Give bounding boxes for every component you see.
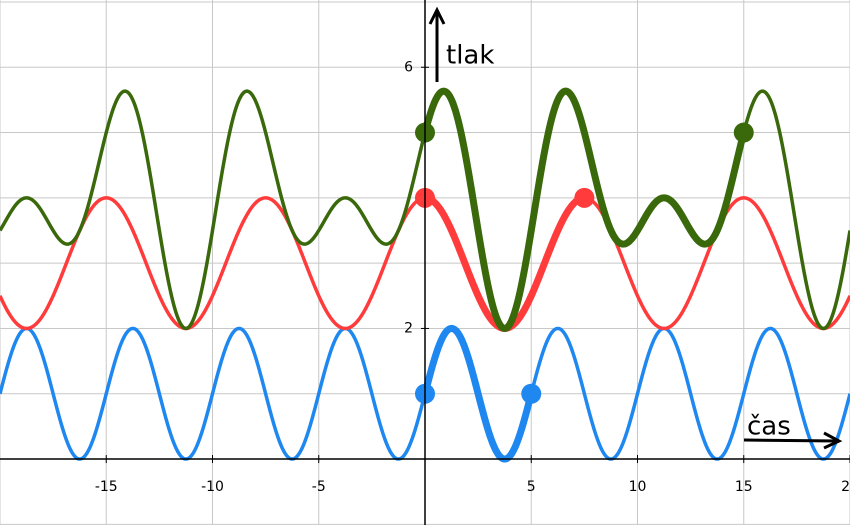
point bbox=[574, 187, 595, 208]
x-axis-label: čas bbox=[747, 412, 791, 442]
point bbox=[733, 122, 754, 143]
point bbox=[521, 383, 542, 404]
y-tick-label: 6 bbox=[404, 59, 413, 75]
x-tick-label: 15 bbox=[735, 479, 753, 495]
highlight-curve bbox=[421, 324, 535, 463]
x-tick-label: -10 bbox=[201, 479, 224, 495]
x-tick-label: -5 bbox=[312, 479, 326, 495]
y-arrow-head bbox=[428, 6, 446, 25]
y-axis-label: tlak bbox=[446, 41, 494, 71]
x-arrow bbox=[743, 438, 839, 443]
y-tick-label: 2 bbox=[404, 320, 413, 336]
x-tick-label: 5 bbox=[527, 479, 536, 495]
x-tick-label: -15 bbox=[95, 479, 118, 495]
x-tick-label: 10 bbox=[629, 479, 647, 495]
x-tick-label: 20 bbox=[841, 479, 850, 495]
x-arrow-head bbox=[823, 431, 843, 450]
highlight-curve bbox=[421, 87, 748, 332]
